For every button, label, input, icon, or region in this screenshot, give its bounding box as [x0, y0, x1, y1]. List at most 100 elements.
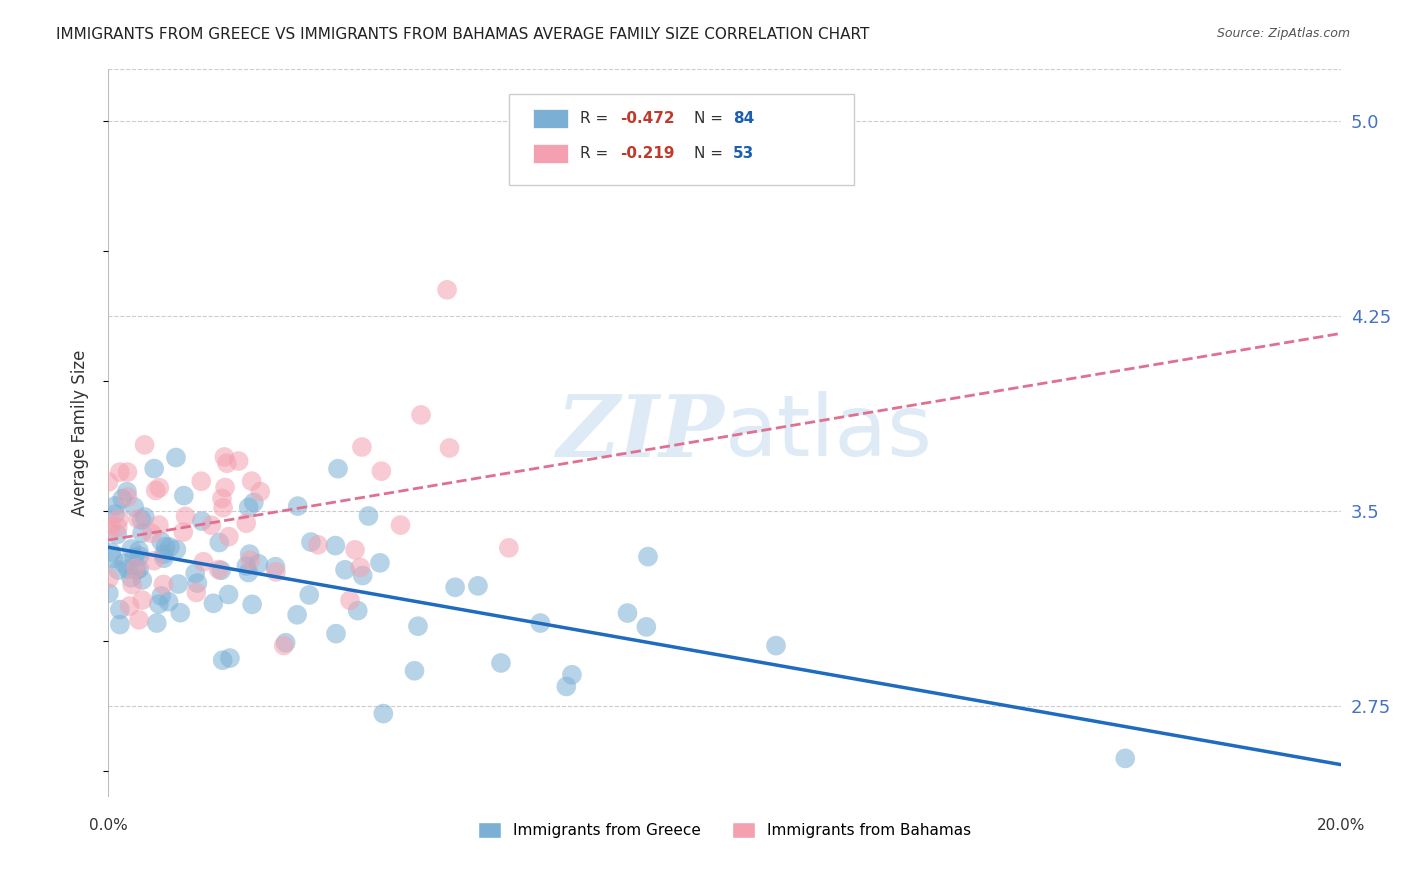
Immigrants from Greece [131, 573, 153, 587]
Immigrants from Greece [120, 541, 142, 556]
Immigrants from Greece [274, 636, 297, 650]
Immigrants from Bahamas [273, 639, 295, 653]
Immigrants from Bahamas [145, 483, 167, 498]
Immigrants from Greece [406, 619, 429, 633]
Immigrants from Bahamas [131, 593, 153, 607]
Immigrants from Greece [346, 604, 368, 618]
Immigrants from Bahamas [107, 520, 129, 534]
Immigrants from Greece [184, 566, 207, 581]
Immigrants from Bahamas [186, 585, 208, 599]
Immigrants from Greece [561, 667, 583, 681]
Immigrants from Greece [235, 559, 257, 574]
Immigrants from Bahamas [141, 526, 163, 541]
Immigrants from Greece [211, 653, 233, 667]
Immigrants from Greece [153, 551, 176, 566]
Immigrants from Greece [264, 559, 287, 574]
Immigrants from Greece [765, 639, 787, 653]
Immigrants from Bahamas [370, 464, 392, 478]
Immigrants from Greece [489, 656, 512, 670]
Immigrants from Bahamas [307, 538, 329, 552]
Immigrants from Greece [202, 596, 225, 610]
Immigrants from Greece [107, 563, 129, 577]
Immigrants from Greece [165, 542, 187, 557]
Immigrants from Greece [169, 606, 191, 620]
Immigrants from Greece [325, 539, 347, 553]
Immigrants from Greece [117, 562, 139, 576]
Immigrants from Bahamas [228, 454, 250, 468]
Text: Source: ZipAtlas.com: Source: ZipAtlas.com [1216, 27, 1350, 40]
Immigrants from Greece [120, 571, 142, 585]
Immigrants from Greece [373, 706, 395, 721]
Immigrants from Bahamas [344, 542, 367, 557]
Immigrants from Greece [104, 499, 127, 513]
Immigrants from Greece [247, 557, 270, 571]
Immigrants from Greece [404, 664, 426, 678]
Immigrants from Greece [108, 617, 131, 632]
Immigrants from Bahamas [190, 474, 212, 488]
Text: R =: R = [581, 145, 613, 161]
Legend: Immigrants from Greece, Immigrants from Bahamas: Immigrants from Greece, Immigrants from … [472, 816, 977, 845]
Immigrants from Greece [285, 607, 308, 622]
Immigrants from Greece [146, 615, 169, 630]
Immigrants from Greece [238, 566, 260, 580]
Immigrants from Greece [150, 589, 173, 603]
Immigrants from Greece [150, 534, 173, 549]
Immigrants from Greece [467, 579, 489, 593]
Immigrants from Bahamas [208, 562, 231, 576]
Immigrants from Bahamas [125, 561, 148, 575]
Immigrants from Greece [128, 562, 150, 576]
Immigrants from Bahamas [436, 283, 458, 297]
Immigrants from Bahamas [214, 450, 236, 464]
Text: 84: 84 [733, 111, 755, 126]
Immigrants from Greece [153, 547, 176, 561]
Immigrants from Bahamas [127, 512, 149, 526]
Immigrants from Greece [444, 580, 467, 594]
Immigrants from Bahamas [212, 500, 235, 515]
Text: atlas: atlas [724, 392, 932, 475]
Immigrants from Bahamas [350, 440, 373, 454]
Immigrants from Greece [105, 527, 128, 541]
Text: ZIP: ZIP [557, 392, 724, 475]
Text: -0.219: -0.219 [620, 145, 675, 161]
Immigrants from Bahamas [218, 530, 240, 544]
Immigrants from Greece [238, 500, 260, 515]
Immigrants from Greece [131, 526, 153, 541]
Immigrants from Bahamas [117, 465, 139, 479]
Immigrants from Bahamas [349, 560, 371, 574]
Immigrants from Greece [134, 510, 156, 524]
Immigrants from Bahamas [409, 408, 432, 422]
Immigrants from Bahamas [193, 555, 215, 569]
Immigrants from Bahamas [117, 490, 139, 504]
Immigrants from Greece [326, 461, 349, 475]
Immigrants from Greece [186, 576, 208, 591]
Text: 0.0%: 0.0% [89, 818, 128, 833]
Immigrants from Greece [122, 500, 145, 514]
Immigrants from Greece [636, 620, 658, 634]
Immigrants from Bahamas [249, 484, 271, 499]
Immigrants from Bahamas [235, 516, 257, 531]
Immigrants from Greece [333, 563, 356, 577]
Immigrants from Greece [357, 508, 380, 523]
FancyBboxPatch shape [533, 109, 568, 128]
Immigrants from Greece [243, 495, 266, 509]
Immigrants from Bahamas [211, 491, 233, 506]
Immigrants from Greece [219, 651, 242, 665]
Immigrants from Greece [239, 547, 262, 561]
Immigrants from Greece [616, 606, 638, 620]
Immigrants from Greece [131, 513, 153, 527]
Immigrants from Greece [208, 535, 231, 549]
Immigrants from Greece [112, 557, 135, 571]
Immigrants from Greece [148, 597, 170, 611]
Immigrants from Bahamas [439, 441, 461, 455]
Immigrants from Greece [167, 577, 190, 591]
Immigrants from Greece [287, 499, 309, 513]
Immigrants from Greece [122, 550, 145, 565]
Immigrants from Greece [159, 540, 181, 554]
Immigrants from Bahamas [97, 475, 120, 489]
Immigrants from Bahamas [239, 553, 262, 567]
Immigrants from Greece [165, 450, 187, 465]
Immigrants from Bahamas [172, 525, 194, 540]
Immigrants from Greece [368, 556, 391, 570]
Text: IMMIGRANTS FROM GREECE VS IMMIGRANTS FROM BAHAMAS AVERAGE FAMILY SIZE CORRELATIO: IMMIGRANTS FROM GREECE VS IMMIGRANTS FRO… [56, 27, 870, 42]
Immigrants from Bahamas [264, 565, 287, 579]
